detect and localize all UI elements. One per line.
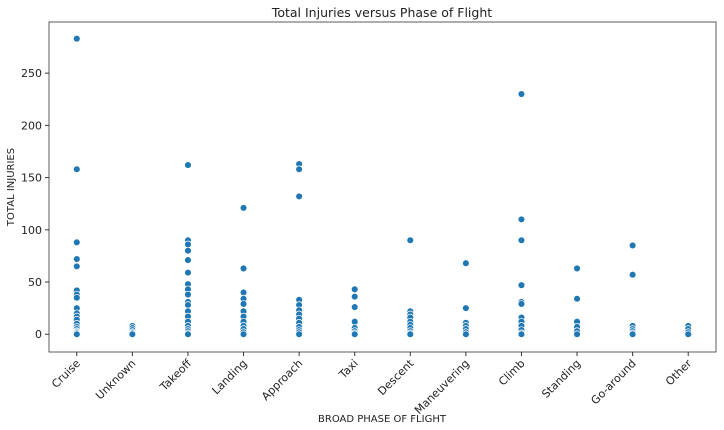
point xyxy=(239,264,248,273)
x-tick-label: Cruise xyxy=(49,357,83,391)
point xyxy=(184,256,192,264)
point xyxy=(184,290,192,299)
point xyxy=(350,317,359,326)
point xyxy=(517,281,526,289)
point xyxy=(184,240,192,249)
y-tick-label: 200 xyxy=(21,119,42,132)
point xyxy=(462,259,470,267)
point xyxy=(684,330,692,338)
point xyxy=(406,236,415,245)
point xyxy=(239,204,248,212)
point xyxy=(239,300,248,308)
point xyxy=(295,165,303,173)
y-tick-label: 50 xyxy=(28,276,42,289)
point xyxy=(517,330,526,338)
point xyxy=(73,165,81,173)
x-tick-label: Go-around xyxy=(588,357,638,407)
point xyxy=(73,293,81,302)
x-tick-label: Taxi xyxy=(336,357,361,382)
y-tick-label: 150 xyxy=(21,172,42,185)
point xyxy=(517,215,526,224)
point xyxy=(517,300,526,308)
point xyxy=(517,236,526,245)
point xyxy=(573,264,581,273)
point xyxy=(184,246,192,255)
x-tick-label: Unknown xyxy=(93,357,138,402)
point xyxy=(184,301,192,309)
point xyxy=(462,330,470,338)
x-tick-label: Descent xyxy=(375,356,417,398)
point xyxy=(239,330,248,338)
point xyxy=(295,192,303,201)
point xyxy=(573,294,581,303)
y-axis-label: TOTAL INJURIES xyxy=(6,148,17,227)
point xyxy=(517,90,526,98)
point xyxy=(573,330,581,338)
point xyxy=(73,262,81,271)
point xyxy=(239,288,248,297)
y-tick-label: 250 xyxy=(21,67,42,80)
point xyxy=(73,34,81,43)
point xyxy=(350,330,359,338)
point xyxy=(462,304,470,312)
point xyxy=(350,285,359,294)
y-tick-label: 0 xyxy=(35,328,42,341)
point xyxy=(406,330,415,338)
x-tick-label: Landing xyxy=(209,357,249,397)
x-tick-label: Climb xyxy=(496,357,527,388)
plot-frame xyxy=(48,21,717,353)
point xyxy=(628,330,637,338)
point xyxy=(350,303,359,311)
x-tick-label: Approach xyxy=(259,357,305,403)
point xyxy=(184,268,192,277)
point xyxy=(628,270,637,279)
x-tick-label: Other xyxy=(663,357,695,389)
point xyxy=(128,330,137,338)
x-tick-label: Takeoff xyxy=(157,357,195,395)
point xyxy=(628,241,637,250)
point xyxy=(73,238,81,247)
point xyxy=(350,292,359,301)
y-tick-label: 100 xyxy=(21,224,42,237)
point xyxy=(73,255,81,263)
point xyxy=(73,330,81,338)
point xyxy=(184,161,192,169)
x-tick-label: Maneuvering xyxy=(412,357,472,417)
x-axis-label: BROAD PHASE OF FLIGHT xyxy=(318,414,447,425)
x-tick-label: Standing xyxy=(539,357,583,401)
point xyxy=(184,330,192,338)
point xyxy=(295,330,303,338)
chart-title: Total Injuries versus Phase of Flight xyxy=(271,5,492,20)
